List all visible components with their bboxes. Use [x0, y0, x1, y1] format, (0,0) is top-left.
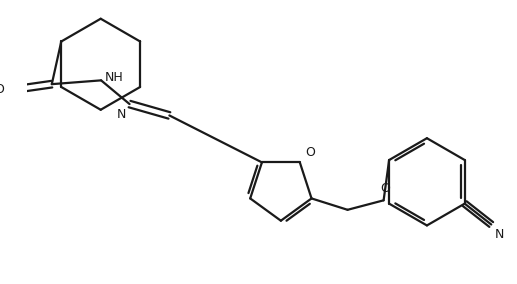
- Text: N: N: [116, 108, 126, 121]
- Text: O: O: [0, 83, 4, 96]
- Text: N: N: [495, 228, 505, 241]
- Text: NH: NH: [105, 71, 124, 84]
- Text: O: O: [381, 182, 390, 195]
- Text: O: O: [306, 146, 315, 158]
